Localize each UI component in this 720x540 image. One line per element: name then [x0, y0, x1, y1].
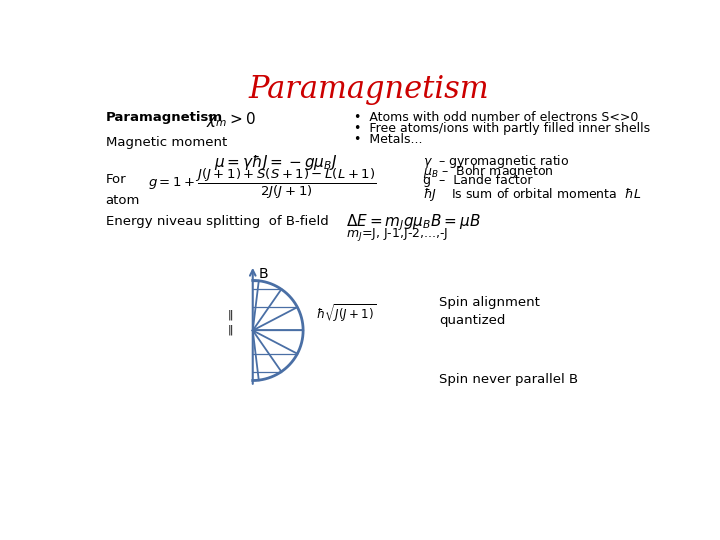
- Text: Paramagnetism: Paramagnetism: [248, 74, 490, 105]
- Text: $\|$: $\|$: [228, 323, 233, 338]
- Text: •  Metals...: • Metals...: [354, 132, 422, 146]
- Text: $\mu_B$ –  Bohr magneton: $\mu_B$ – Bohr magneton: [423, 164, 554, 180]
- Text: $\hbar J$    Is sum of orbital momenta  $\hbar L$: $\hbar J$ Is sum of orbital momenta $\hb…: [423, 186, 642, 204]
- Text: B: B: [259, 267, 269, 281]
- Text: Spin alignment
quantized: Spin alignment quantized: [438, 296, 539, 327]
- Text: $g = 1+\dfrac{J(J+1)+S(S+1)-L(L+1)}{2J(J+1)}$: $g = 1+\dfrac{J(J+1)+S(S+1)-L(L+1)}{2J(J…: [148, 167, 377, 201]
- Text: Spin never parallel B: Spin never parallel B: [438, 373, 578, 386]
- Text: $\mu = \gamma\hbar J = -g\mu_B J$: $\mu = \gamma\hbar J = -g\mu_B J$: [214, 153, 338, 172]
- Text: $\gamma$  – gyromagnetic ratio: $\gamma$ – gyromagnetic ratio: [423, 153, 570, 170]
- Text: •  Free atoms/ions with partly filled inner shells: • Free atoms/ions with partly filled inn…: [354, 122, 649, 135]
- Text: $\|$: $\|$: [228, 308, 233, 322]
- Text: $m_J$=J, J-1,J-2,...,-J: $m_J$=J, J-1,J-2,...,-J: [346, 226, 448, 244]
- Text: Paramagnetism: Paramagnetism: [106, 111, 222, 124]
- Text: $\Delta E =m_J g\mu_B B = \mu B$: $\Delta E =m_J g\mu_B B = \mu B$: [346, 213, 480, 233]
- Text: Magnetic moment: Magnetic moment: [106, 136, 227, 148]
- Text: g  –  Lande factor: g – Lande factor: [423, 174, 533, 187]
- Text: $\hbar\sqrt{J(J+1)}$: $\hbar\sqrt{J(J+1)}$: [316, 302, 377, 323]
- Text: •  Atoms with odd number of electrons S<>0: • Atoms with odd number of electrons S<>…: [354, 111, 638, 124]
- Text: For
atom: For atom: [106, 173, 140, 207]
- Text: Energy niveau splitting  of B-field: Energy niveau splitting of B-field: [106, 215, 328, 228]
- Text: $\chi_m > 0$: $\chi_m > 0$: [206, 110, 256, 129]
